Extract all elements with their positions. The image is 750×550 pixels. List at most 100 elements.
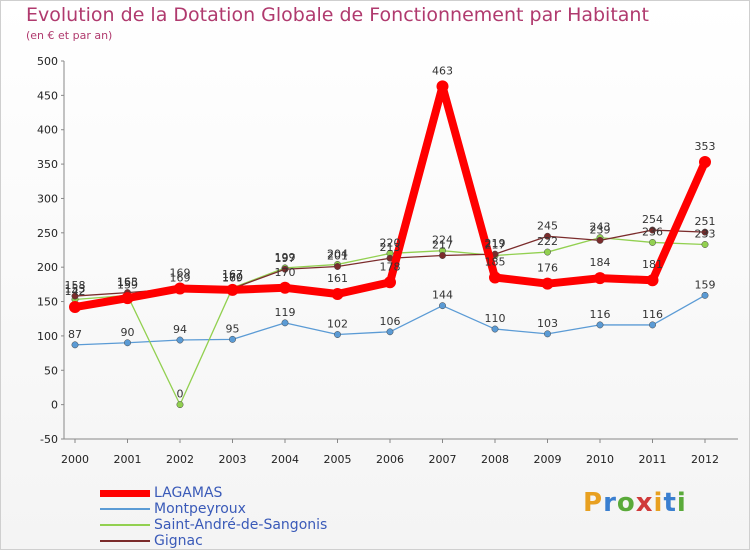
- data-point: [489, 271, 501, 284]
- data-label: 116: [590, 308, 611, 321]
- x-tick-label: 2006: [376, 453, 404, 466]
- proxiti-logo: Proxiti: [583, 488, 687, 518]
- data-point: [701, 241, 709, 248]
- data-label: 142: [65, 285, 86, 298]
- data-label: 201: [327, 249, 348, 262]
- axes: -50 0 50 100 150 200 250 300 350 400 450 500 2000 200…: [37, 55, 738, 466]
- data-point: [646, 274, 659, 287]
- data-point: [649, 226, 656, 234]
- y-tick-label: 300: [37, 192, 58, 205]
- data-point: [594, 272, 606, 285]
- data-point: [229, 335, 236, 343]
- x-tick-label: 2010: [586, 453, 614, 466]
- data-point: [334, 331, 341, 338]
- data-label: 176: [537, 262, 558, 275]
- data-label: 163: [117, 276, 138, 289]
- x-tick-label: 2008: [481, 453, 509, 466]
- series-lines: [69, 80, 711, 409]
- data-label: 224: [432, 234, 453, 247]
- data-label: 169: [170, 266, 191, 279]
- x-tick-label: 2001: [114, 453, 142, 466]
- data-label: 106: [380, 315, 401, 328]
- data-label: 116: [642, 308, 663, 321]
- y-tick-label: 200: [37, 261, 58, 274]
- data-point: [174, 282, 186, 295]
- y-tick-label: 0: [51, 399, 58, 412]
- x-tick-label: 2003: [219, 453, 247, 466]
- data-label: 169: [222, 271, 243, 284]
- data-label: 463: [432, 64, 453, 77]
- y-tick-label: 400: [37, 124, 58, 137]
- legend-item-montpeyroux: Montpeyroux: [100, 501, 400, 517]
- data-label: 254: [642, 213, 663, 226]
- x-tick-label: 2002: [166, 453, 194, 466]
- legend-swatch-gignac: [100, 540, 150, 542]
- data-point: [649, 238, 656, 246]
- data-label: 103: [537, 317, 558, 330]
- data-point: [596, 321, 604, 329]
- data-point: [649, 321, 656, 329]
- data-label: 222: [537, 235, 558, 248]
- data-label: 233: [695, 228, 716, 241]
- legend: LAGAMAS Montpeyroux Saint-André-de-Sango…: [100, 485, 400, 549]
- chart-subtitle: (en € et par an): [26, 29, 113, 42]
- data-point: [176, 336, 184, 344]
- data-label: 353: [695, 140, 716, 153]
- data-label: 213: [380, 241, 401, 254]
- data-point: [331, 287, 344, 300]
- data-point: [439, 302, 446, 310]
- data-label: 144: [432, 289, 453, 302]
- x-tick-label: 2009: [534, 453, 562, 466]
- data-label: 153: [65, 282, 86, 295]
- data-label: 94: [173, 323, 187, 336]
- x-tick-label: 2000: [61, 453, 89, 466]
- y-tick-label: 150: [37, 296, 58, 309]
- legend-swatch-montpeyroux: [100, 508, 150, 510]
- data-label: 170: [222, 271, 243, 284]
- data-label: 184: [590, 256, 611, 269]
- legend-item-saint-andre: Saint-André-de-Sangonis: [100, 517, 400, 533]
- x-tick-label: 2011: [639, 453, 667, 466]
- data-label: 102: [327, 318, 348, 331]
- legend-label-gignac: Gignac: [154, 533, 203, 549]
- data-point: [279, 281, 291, 294]
- data-point: [701, 291, 709, 299]
- data-label: 243: [590, 221, 611, 234]
- data-label: 0: [177, 388, 184, 401]
- x-tick-label: 2004: [271, 453, 299, 466]
- data-point: [226, 283, 239, 296]
- data-label: 219: [485, 237, 506, 250]
- chart-title: Evolution de la Dotation Globale de Fonc…: [26, 4, 649, 26]
- data-point: [71, 292, 79, 300]
- data-label: 170: [275, 266, 296, 279]
- y-tick-label: 500: [37, 55, 58, 68]
- data-point: [69, 301, 81, 314]
- y-tick-label: 350: [37, 158, 58, 171]
- x-tick-label: 2005: [324, 453, 352, 466]
- data-point: [541, 277, 554, 290]
- legend-label-saint-andre: Saint-André-de-Sangonis: [154, 517, 328, 533]
- y-tick-label: -50: [40, 433, 58, 446]
- data-label: 110: [485, 312, 506, 325]
- data-label: 251: [695, 215, 716, 228]
- data-label: 185: [485, 255, 506, 268]
- data-point: [439, 252, 446, 259]
- data-point: [334, 263, 341, 270]
- legend-item-gignac: Gignac: [100, 533, 400, 549]
- data-point: [544, 232, 551, 240]
- data-point: [71, 341, 79, 349]
- legend-item-lagamas: LAGAMAS: [100, 485, 400, 501]
- data-label: 119: [275, 306, 296, 319]
- data-point: [701, 228, 709, 236]
- data-label: 178: [380, 260, 401, 273]
- data-point: [124, 339, 131, 347]
- data-label: 161: [327, 272, 348, 285]
- data-label: 217: [485, 238, 506, 251]
- data-point: [386, 328, 394, 336]
- data-label: 169: [170, 271, 191, 284]
- y-tick-label: 250: [37, 227, 58, 240]
- data-label: 87: [68, 328, 82, 341]
- legend-swatch-saint-andre: [100, 524, 150, 526]
- data-point: [544, 248, 551, 256]
